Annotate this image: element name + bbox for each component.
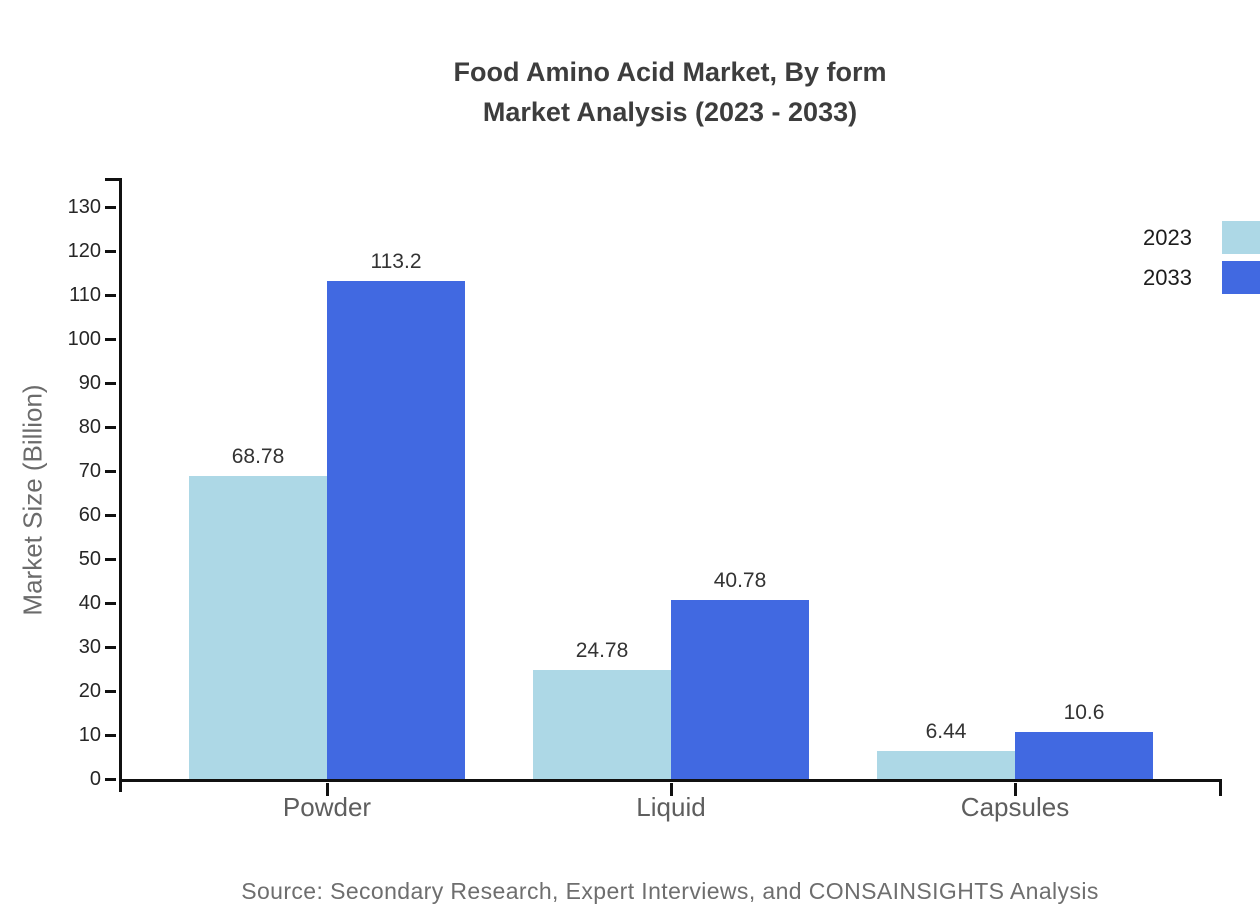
legend-swatch-2023 [1222,221,1260,254]
legend-label-2023: 2023 [1143,224,1192,250]
y-tick [105,338,116,341]
legend-item-2033: 2033 [1143,261,1260,294]
value-label-2033-capsules: 10.6 [1063,701,1105,725]
y-tick-label: 0 [89,768,101,790]
y-tick-label: 20 [78,680,101,702]
y-tick-label: 100 [67,328,101,350]
y-tick-label: 90 [78,372,101,394]
x-axis-line [119,779,1222,782]
value-label-2033-liquid: 40.78 [713,568,767,592]
category-label-capsules: Capsules [960,792,1070,822]
x-axis-end-tick [1219,779,1222,796]
source-note: Source: Secondary Research, Expert Inter… [241,878,1099,904]
bar-2023-powder [189,476,327,779]
y-axis-line [119,178,122,792]
legend-item-2023: 2023 [1143,221,1260,254]
bar-2023-liquid [533,669,671,779]
value-label-2023-liquid: 24.78 [575,638,629,662]
y-tick [105,294,116,297]
y-tick-label: 10 [78,724,101,746]
y-tick-label: 70 [78,460,101,482]
y-tick [105,558,116,561]
y-tick-label: 120 [67,240,101,262]
bar-2033-capsules [1015,732,1153,779]
value-label-2023-powder: 68.78 [231,445,285,469]
y-axis-end-tick [105,178,119,181]
y-tick-label: 130 [67,196,101,218]
y-tick [105,690,116,693]
chart-title-line1: Food Amino Acid Market, By form [453,57,887,87]
y-tick [105,206,116,209]
x-tick [326,783,329,796]
y-tick [105,778,116,781]
y-tick [105,734,116,737]
legend-swatch-2033 [1222,261,1260,294]
chart-title-line2: Market Analysis (2023 - 2033) [482,97,858,127]
category-label-liquid: Liquid [636,792,706,822]
x-tick [670,783,673,796]
y-tick [105,250,116,253]
legend: 2023 2033 [1143,221,1260,294]
y-tick-label: 40 [78,592,101,614]
y-tick [105,514,116,517]
x-tick [1014,783,1017,796]
legend-label-2033: 2033 [1143,264,1192,290]
bar-2033-liquid [671,599,809,779]
y-tick [105,602,116,605]
bar-2023-capsules [877,750,1015,779]
y-tick-label: 80 [78,416,101,438]
category-label-powder: Powder [282,792,372,822]
y-tick-label: 30 [78,636,101,658]
y-tick [105,382,116,385]
chart-title: Food Amino Acid Market, By form Market A… [120,52,1220,132]
y-tick [105,470,116,473]
y-tick-label: 110 [69,284,101,306]
y-tick-label: 60 [78,504,101,526]
value-label-2023-capsules: 6.44 [925,719,967,743]
y-tick [105,646,116,649]
y-tick [105,426,116,429]
y-tick-label: 50 [78,548,101,570]
value-label-2033-powder: 113.2 [370,249,422,273]
bar-2033-powder [327,280,465,779]
